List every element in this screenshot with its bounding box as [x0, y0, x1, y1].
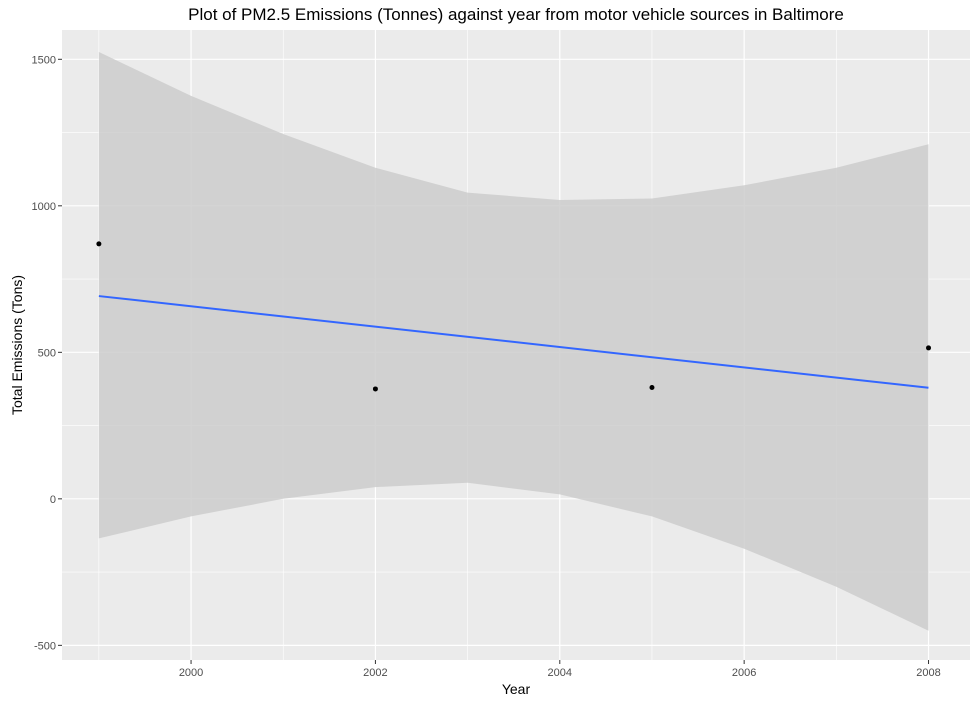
data-point [926, 345, 932, 351]
x-tick-label: 2006 [732, 667, 756, 679]
data-point [96, 241, 102, 247]
y-axis-title: Total Emissions (Tons) [9, 275, 25, 415]
x-tick-label: 2002 [363, 667, 387, 679]
data-point [649, 384, 655, 390]
y-tick-label: 500 [38, 347, 56, 359]
data-point [372, 386, 378, 392]
trend-line [98, 295, 929, 389]
x-axis: 2000 2002 2004 2006 2008 [179, 660, 941, 679]
y-tick-label: 1500 [32, 54, 56, 66]
x-axis-title: Year [502, 681, 531, 697]
y-tick-label: 0 [50, 494, 56, 506]
x-tick-label: 2000 [179, 667, 203, 679]
data-points [96, 241, 932, 392]
y-axis: -500 0 500 1000 1500 [32, 54, 62, 652]
x-tick-label: 2008 [916, 667, 940, 679]
y-tick-label: 1000 [32, 201, 56, 213]
y-tick-label: -500 [34, 640, 56, 652]
chart-title: Plot of PM2.5 Emissions (Tonnes) against… [188, 5, 844, 24]
x-tick-label: 2004 [548, 667, 572, 679]
